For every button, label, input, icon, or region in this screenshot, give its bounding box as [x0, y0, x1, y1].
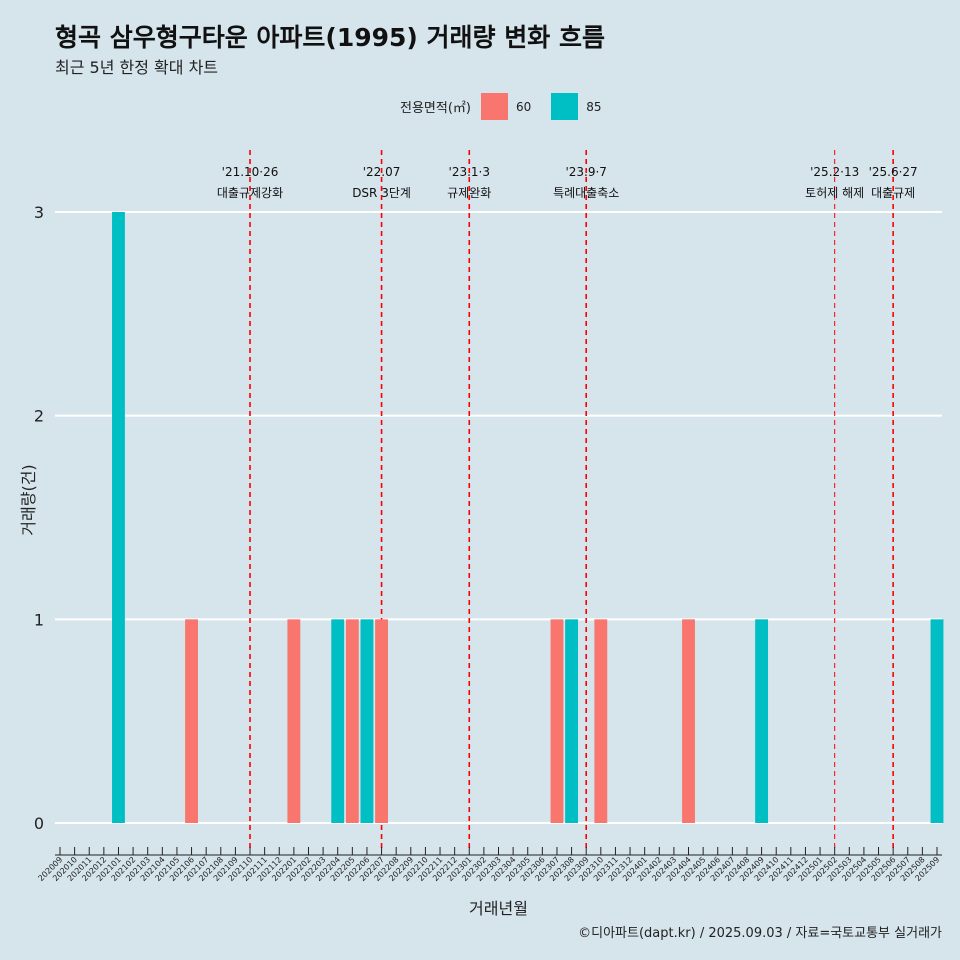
chart-subtitle: 최근 5년 한정 확대 차트: [55, 58, 219, 77]
y-tick-label: 3: [34, 203, 44, 222]
y-tick-label: 2: [34, 407, 44, 426]
bar-202404-60: [682, 619, 695, 823]
bar-202204-85: [331, 619, 345, 823]
chart-title: 형곡 삼우형구타운 아파트(1995) 거래량 변화 흐름: [55, 23, 605, 52]
axis-labels: 거래년월 거래량(건): [19, 464, 528, 918]
bars: [112, 212, 944, 823]
annotation-date: '22.07: [363, 165, 401, 179]
annotation-date: '25.6·27: [869, 165, 918, 179]
annotation-date: '21.10·26: [222, 165, 279, 179]
legend: 전용면적(㎡) 60 85: [400, 93, 622, 120]
annotation-label: 특례대출축소: [553, 186, 619, 200]
annotation-date: '25.2·13: [810, 165, 859, 179]
annotation-label: DSR 3단계: [352, 186, 411, 200]
annotation-label: 규제완화: [447, 186, 491, 200]
bar-202509-85: [930, 619, 944, 823]
x-axis-title: 거래년월: [469, 899, 528, 918]
bar-202307-60: [550, 619, 564, 823]
legend-key-85: [551, 93, 579, 120]
bar-202205-60: [345, 619, 359, 823]
annotation-label: 대출규제: [871, 186, 915, 200]
bar-202310-60: [594, 619, 608, 823]
annotation-label: 토허제 해제: [805, 186, 864, 200]
bar-202409-85: [755, 619, 769, 823]
annotations: '21.10·26 대출규제강화 '22.07 DSR 3단계 '23.1·3 규제완화 '…: [217, 165, 918, 200]
annotation-date: '23.1·3: [449, 165, 490, 179]
legend-key-60: [480, 93, 508, 120]
annotation-date: '23.9·7: [565, 165, 606, 179]
legend-label-60: 60: [515, 99, 532, 114]
legend-title: 전용면적(㎡): [400, 101, 471, 116]
legend-label-85: 85: [586, 99, 602, 114]
bar-202206-85: [360, 619, 374, 823]
bar-202101-85: [112, 212, 125, 823]
y-axis-title: 거래량(건): [19, 464, 38, 535]
bar-202106-60: [185, 619, 198, 823]
annotation-label: 대출규제강화: [217, 186, 283, 200]
bar-202201-60: [287, 619, 301, 823]
x-axis: 2020092020102020112020122021012021022021…: [36, 847, 942, 883]
source-caption: ©디아파트(dapt.kr) / 2025.09.03 / 자료=국토교통부 실…: [578, 926, 942, 941]
grid-lines: 0 1 2 3: [34, 203, 942, 833]
y-tick-label: 0: [34, 814, 44, 833]
bar-202207-60: [375, 619, 388, 823]
bar-202308-85: [565, 619, 579, 823]
y-tick-label: 1: [34, 610, 44, 629]
